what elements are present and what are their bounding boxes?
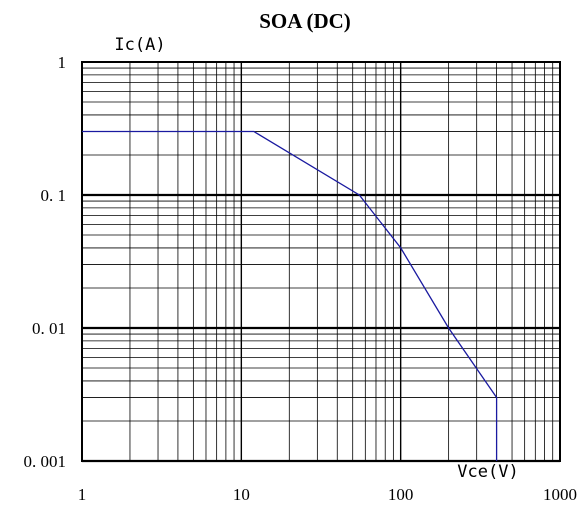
plot-frame	[81, 61, 561, 462]
x-tick-label: 1	[78, 485, 87, 504]
grid-lines	[81, 62, 560, 463]
y-tick-label: 0. 001	[24, 452, 67, 471]
y-tick-label: 0. 01	[32, 319, 66, 338]
chart-title: SOA (DC)	[259, 9, 351, 33]
x-axis-label: Vce(V)	[457, 462, 518, 482]
x-tick-label: 100	[388, 485, 414, 504]
y-axis-label: Ic(A)	[114, 35, 165, 55]
series-layer	[82, 130, 498, 461]
x-tick-label: 10	[233, 485, 250, 504]
plot-border	[81, 61, 561, 462]
y-tick-label: 0. 1	[41, 186, 67, 205]
x-tick-labels: 1 10 100 1000	[78, 485, 577, 504]
x-tick-label: 1000	[543, 485, 577, 504]
y-tick-labels: 1 0. 1 0. 01 0. 001	[24, 53, 67, 471]
y-tick-label: 1	[58, 53, 67, 72]
series-line	[82, 130, 498, 461]
